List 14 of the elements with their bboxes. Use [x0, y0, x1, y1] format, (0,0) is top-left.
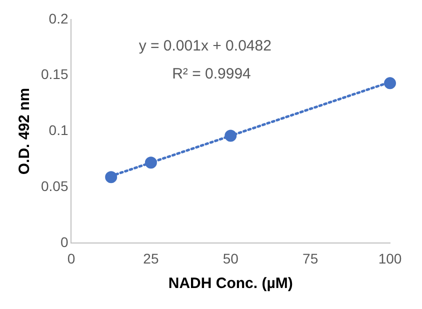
y-tick-label: 0.15	[41, 66, 68, 82]
y-tick-label: 0.05	[41, 178, 68, 194]
x-tick-label: 100	[378, 250, 402, 266]
y-tick-label: 0	[60, 234, 68, 250]
y-tick-label: 0.1	[48, 122, 68, 138]
x-tick-label: 25	[143, 250, 159, 266]
y-axis-title: O.D. 492 nm	[16, 88, 34, 175]
y-tick-label: 0.2	[48, 10, 68, 26]
x-tick-label: 75	[302, 250, 318, 266]
annotation: R² = 0.9994	[172, 66, 251, 83]
x-tick-label: 50	[222, 250, 239, 266]
annotation: y = 0.001x + 0.0482	[138, 38, 272, 55]
x-axis-title: NADH Conc. (µM)	[168, 275, 293, 292]
point	[384, 77, 396, 90]
